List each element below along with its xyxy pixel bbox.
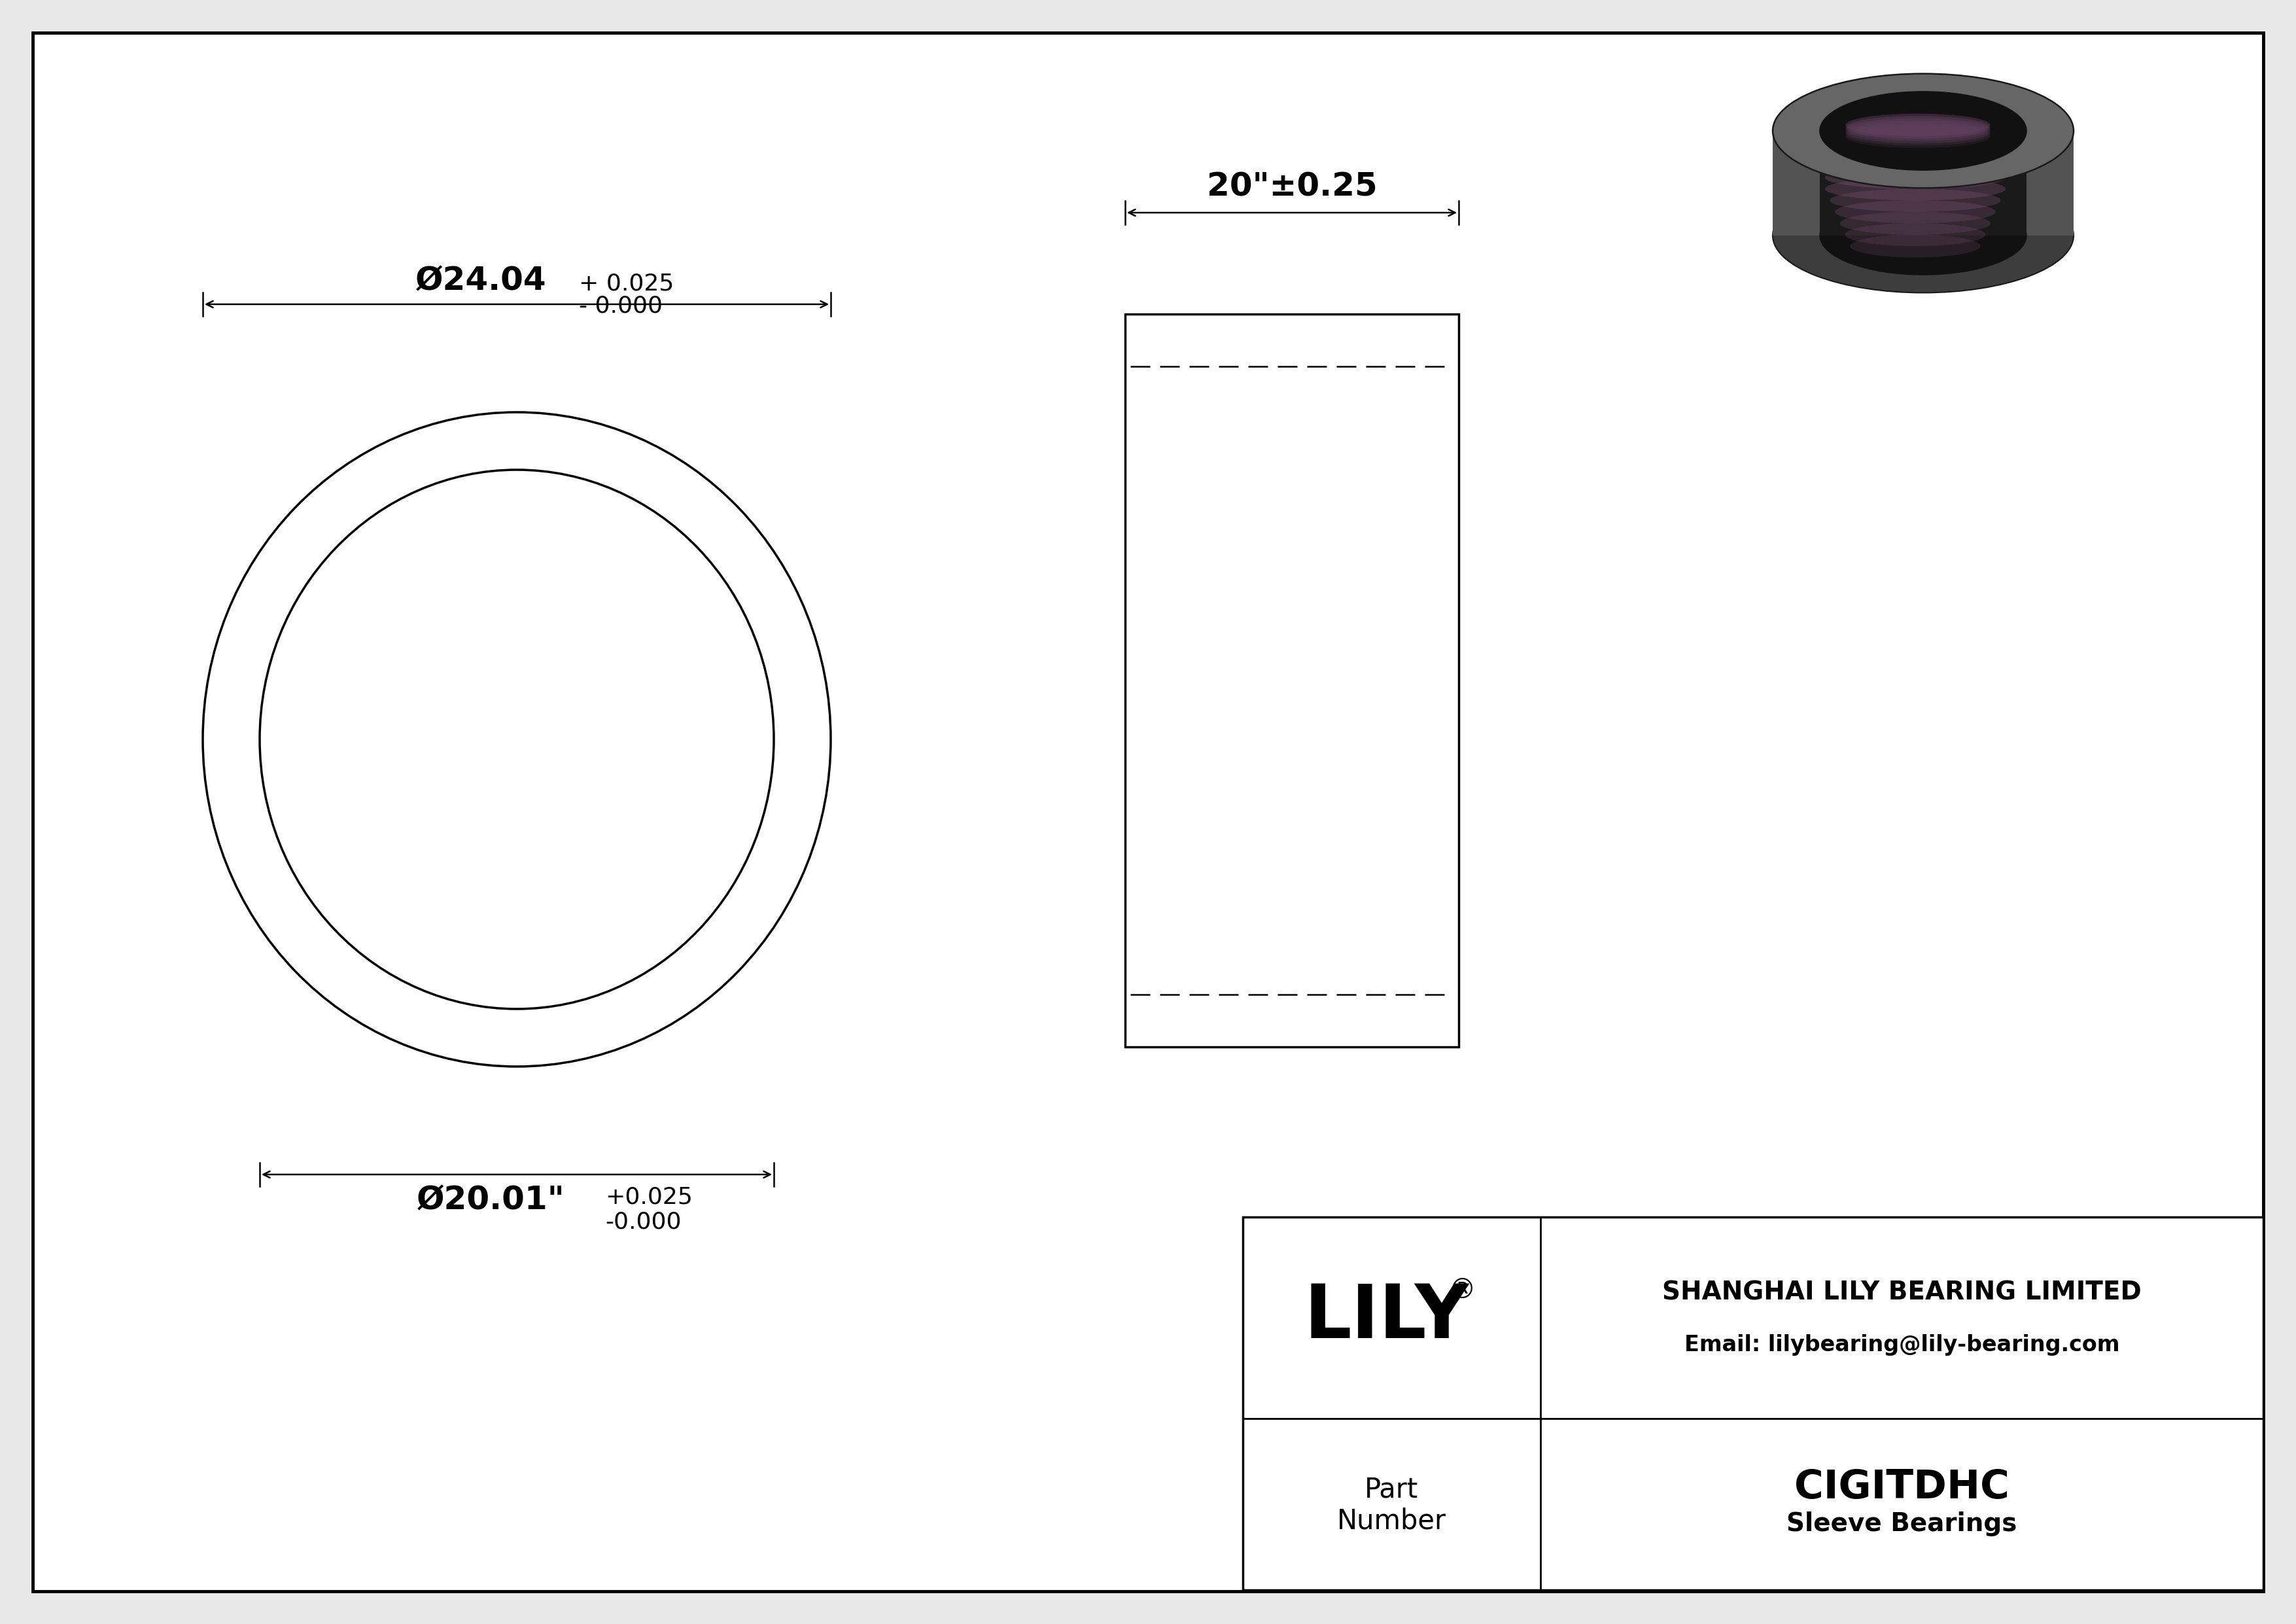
Ellipse shape	[1846, 123, 1991, 146]
Ellipse shape	[1773, 179, 2073, 292]
Ellipse shape	[1830, 188, 2000, 211]
Ellipse shape	[1851, 109, 1981, 132]
Text: Number: Number	[1336, 1507, 1446, 1535]
Text: Ø20.01": Ø20.01"	[416, 1184, 565, 1216]
Text: Part: Part	[1364, 1476, 1419, 1504]
Ellipse shape	[1846, 125, 1991, 148]
Ellipse shape	[1846, 114, 1991, 136]
Ellipse shape	[1846, 115, 1991, 138]
Ellipse shape	[1835, 200, 1995, 222]
Ellipse shape	[1830, 154, 2000, 177]
Text: Sleeve Bearings: Sleeve Bearings	[1786, 1512, 2018, 1536]
Text: CIGITDHC: CIGITDHC	[1793, 1468, 2009, 1507]
Ellipse shape	[1846, 222, 1986, 247]
Text: 20"±0.25: 20"±0.25	[1208, 172, 1378, 203]
Ellipse shape	[1851, 234, 1981, 258]
Ellipse shape	[1839, 132, 1991, 154]
Ellipse shape	[259, 469, 774, 1009]
Ellipse shape	[1846, 119, 1991, 141]
Ellipse shape	[202, 412, 831, 1067]
Text: Ø24.04: Ø24.04	[416, 265, 546, 297]
Ellipse shape	[1839, 211, 1991, 235]
Ellipse shape	[1846, 120, 1991, 143]
Ellipse shape	[1821, 91, 2027, 171]
Text: SHANGHAI LILY BEARING LIMITED: SHANGHAI LILY BEARING LIMITED	[1662, 1280, 2142, 1306]
Ellipse shape	[1835, 143, 1995, 166]
Text: ®: ®	[1449, 1276, 1476, 1304]
Text: - 0.000: - 0.000	[579, 296, 664, 317]
Ellipse shape	[1821, 197, 2027, 274]
Ellipse shape	[1846, 120, 1986, 143]
Bar	[1242, 1216, 2264, 1590]
Ellipse shape	[1825, 177, 2007, 200]
Text: + 0.025: + 0.025	[579, 273, 675, 296]
Text: LILY: LILY	[1304, 1281, 1469, 1354]
Ellipse shape	[1773, 73, 2073, 188]
Text: Email: lilybearing@lily-bearing.com: Email: lilybearing@lily-bearing.com	[1685, 1335, 2119, 1356]
Text: -0.000: -0.000	[606, 1210, 682, 1233]
Polygon shape	[1821, 132, 2027, 235]
Text: +0.025: +0.025	[606, 1186, 693, 1208]
Polygon shape	[1773, 132, 2073, 235]
Bar	[1125, 313, 1458, 1047]
Ellipse shape	[1825, 166, 2007, 188]
